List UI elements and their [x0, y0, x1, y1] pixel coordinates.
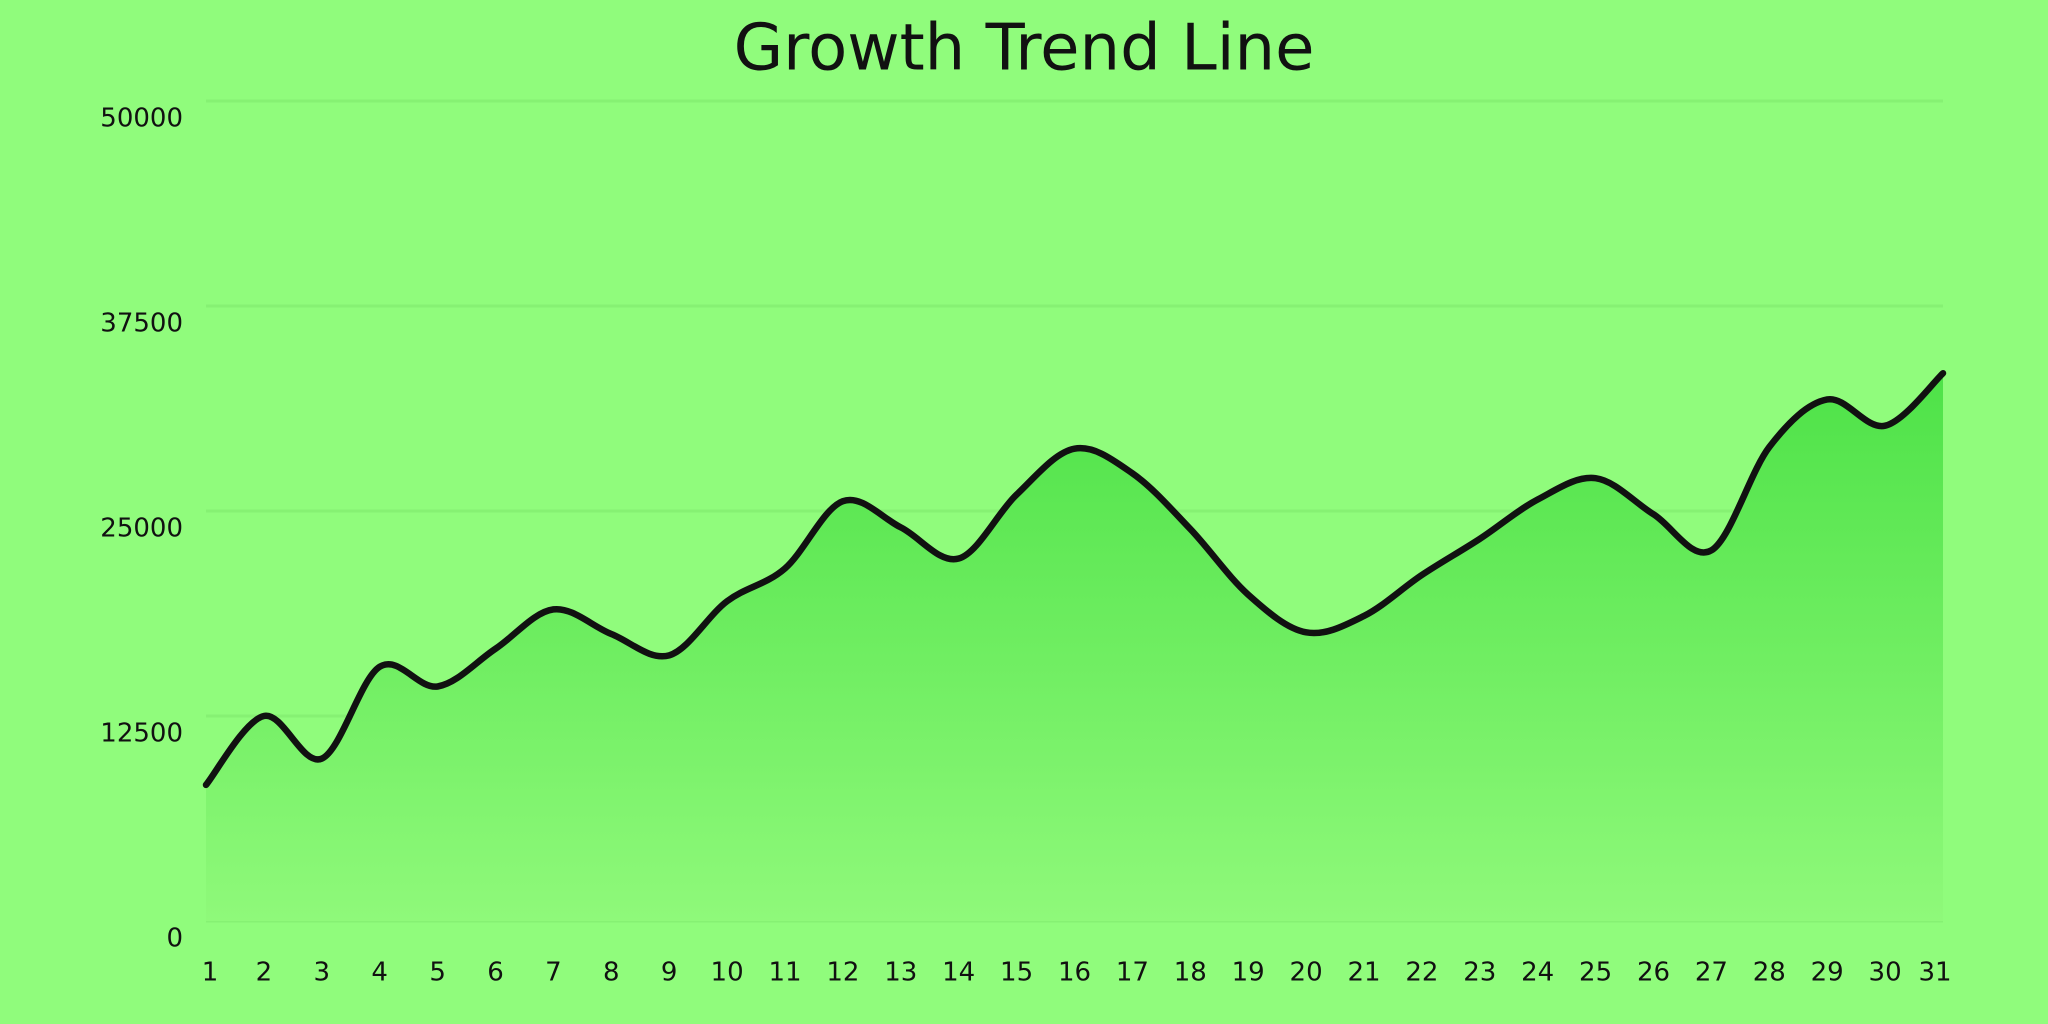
x-tick-label: 22 [1405, 958, 1438, 988]
x-tick-label: 21 [1347, 958, 1380, 988]
x-tick-label: 23 [1463, 958, 1496, 988]
x-tick-label: 20 [1290, 958, 1323, 988]
x-tick-label: 17 [1116, 958, 1149, 988]
chart-title: Growth Trend Line [734, 12, 1315, 86]
x-tick-label: 4 [371, 958, 388, 988]
x-tick-label: 9 [661, 958, 678, 988]
x-tick-label: 1 [202, 958, 219, 988]
x-tick-label: 18 [1174, 958, 1207, 988]
x-tick-label: 15 [1000, 958, 1033, 988]
x-tick-label: 27 [1695, 958, 1728, 988]
x-tick-label: 16 [1058, 958, 1091, 988]
x-tick-label: 12 [826, 958, 859, 988]
area [206, 373, 1943, 921]
x-tick-label: 28 [1753, 958, 1786, 988]
y-tick-label: 12500 [100, 719, 183, 749]
x-tick-label: 29 [1811, 958, 1844, 988]
x-tick-label: 3 [314, 958, 331, 988]
x-tick-label: 11 [768, 958, 801, 988]
x-tick-label: 26 [1637, 958, 1670, 988]
x-tick-label: 13 [884, 958, 917, 988]
x-tick-label: 30 [1869, 958, 1902, 988]
x-tick-label: 8 [603, 958, 620, 988]
x-tick-label: 25 [1579, 958, 1612, 988]
x-tick-label: 7 [545, 958, 562, 988]
x-tick-label: 2 [256, 958, 273, 988]
y-tick-label: 37500 [100, 309, 183, 339]
y-tick-label: 25000 [100, 514, 183, 544]
x-tick-label: 10 [711, 958, 744, 988]
x-tick-label: 6 [487, 958, 504, 988]
x-tick-label: 24 [1521, 958, 1554, 988]
x-tick-label: 14 [942, 958, 975, 988]
x-tick-label: 31 [1918, 958, 1951, 988]
x-tick-label: 5 [429, 958, 446, 988]
y-tick-label: 50000 [100, 104, 183, 134]
y-tick-label: 0 [166, 924, 183, 954]
x-tick-label: 19 [1232, 958, 1265, 988]
line [202, 369, 1947, 789]
